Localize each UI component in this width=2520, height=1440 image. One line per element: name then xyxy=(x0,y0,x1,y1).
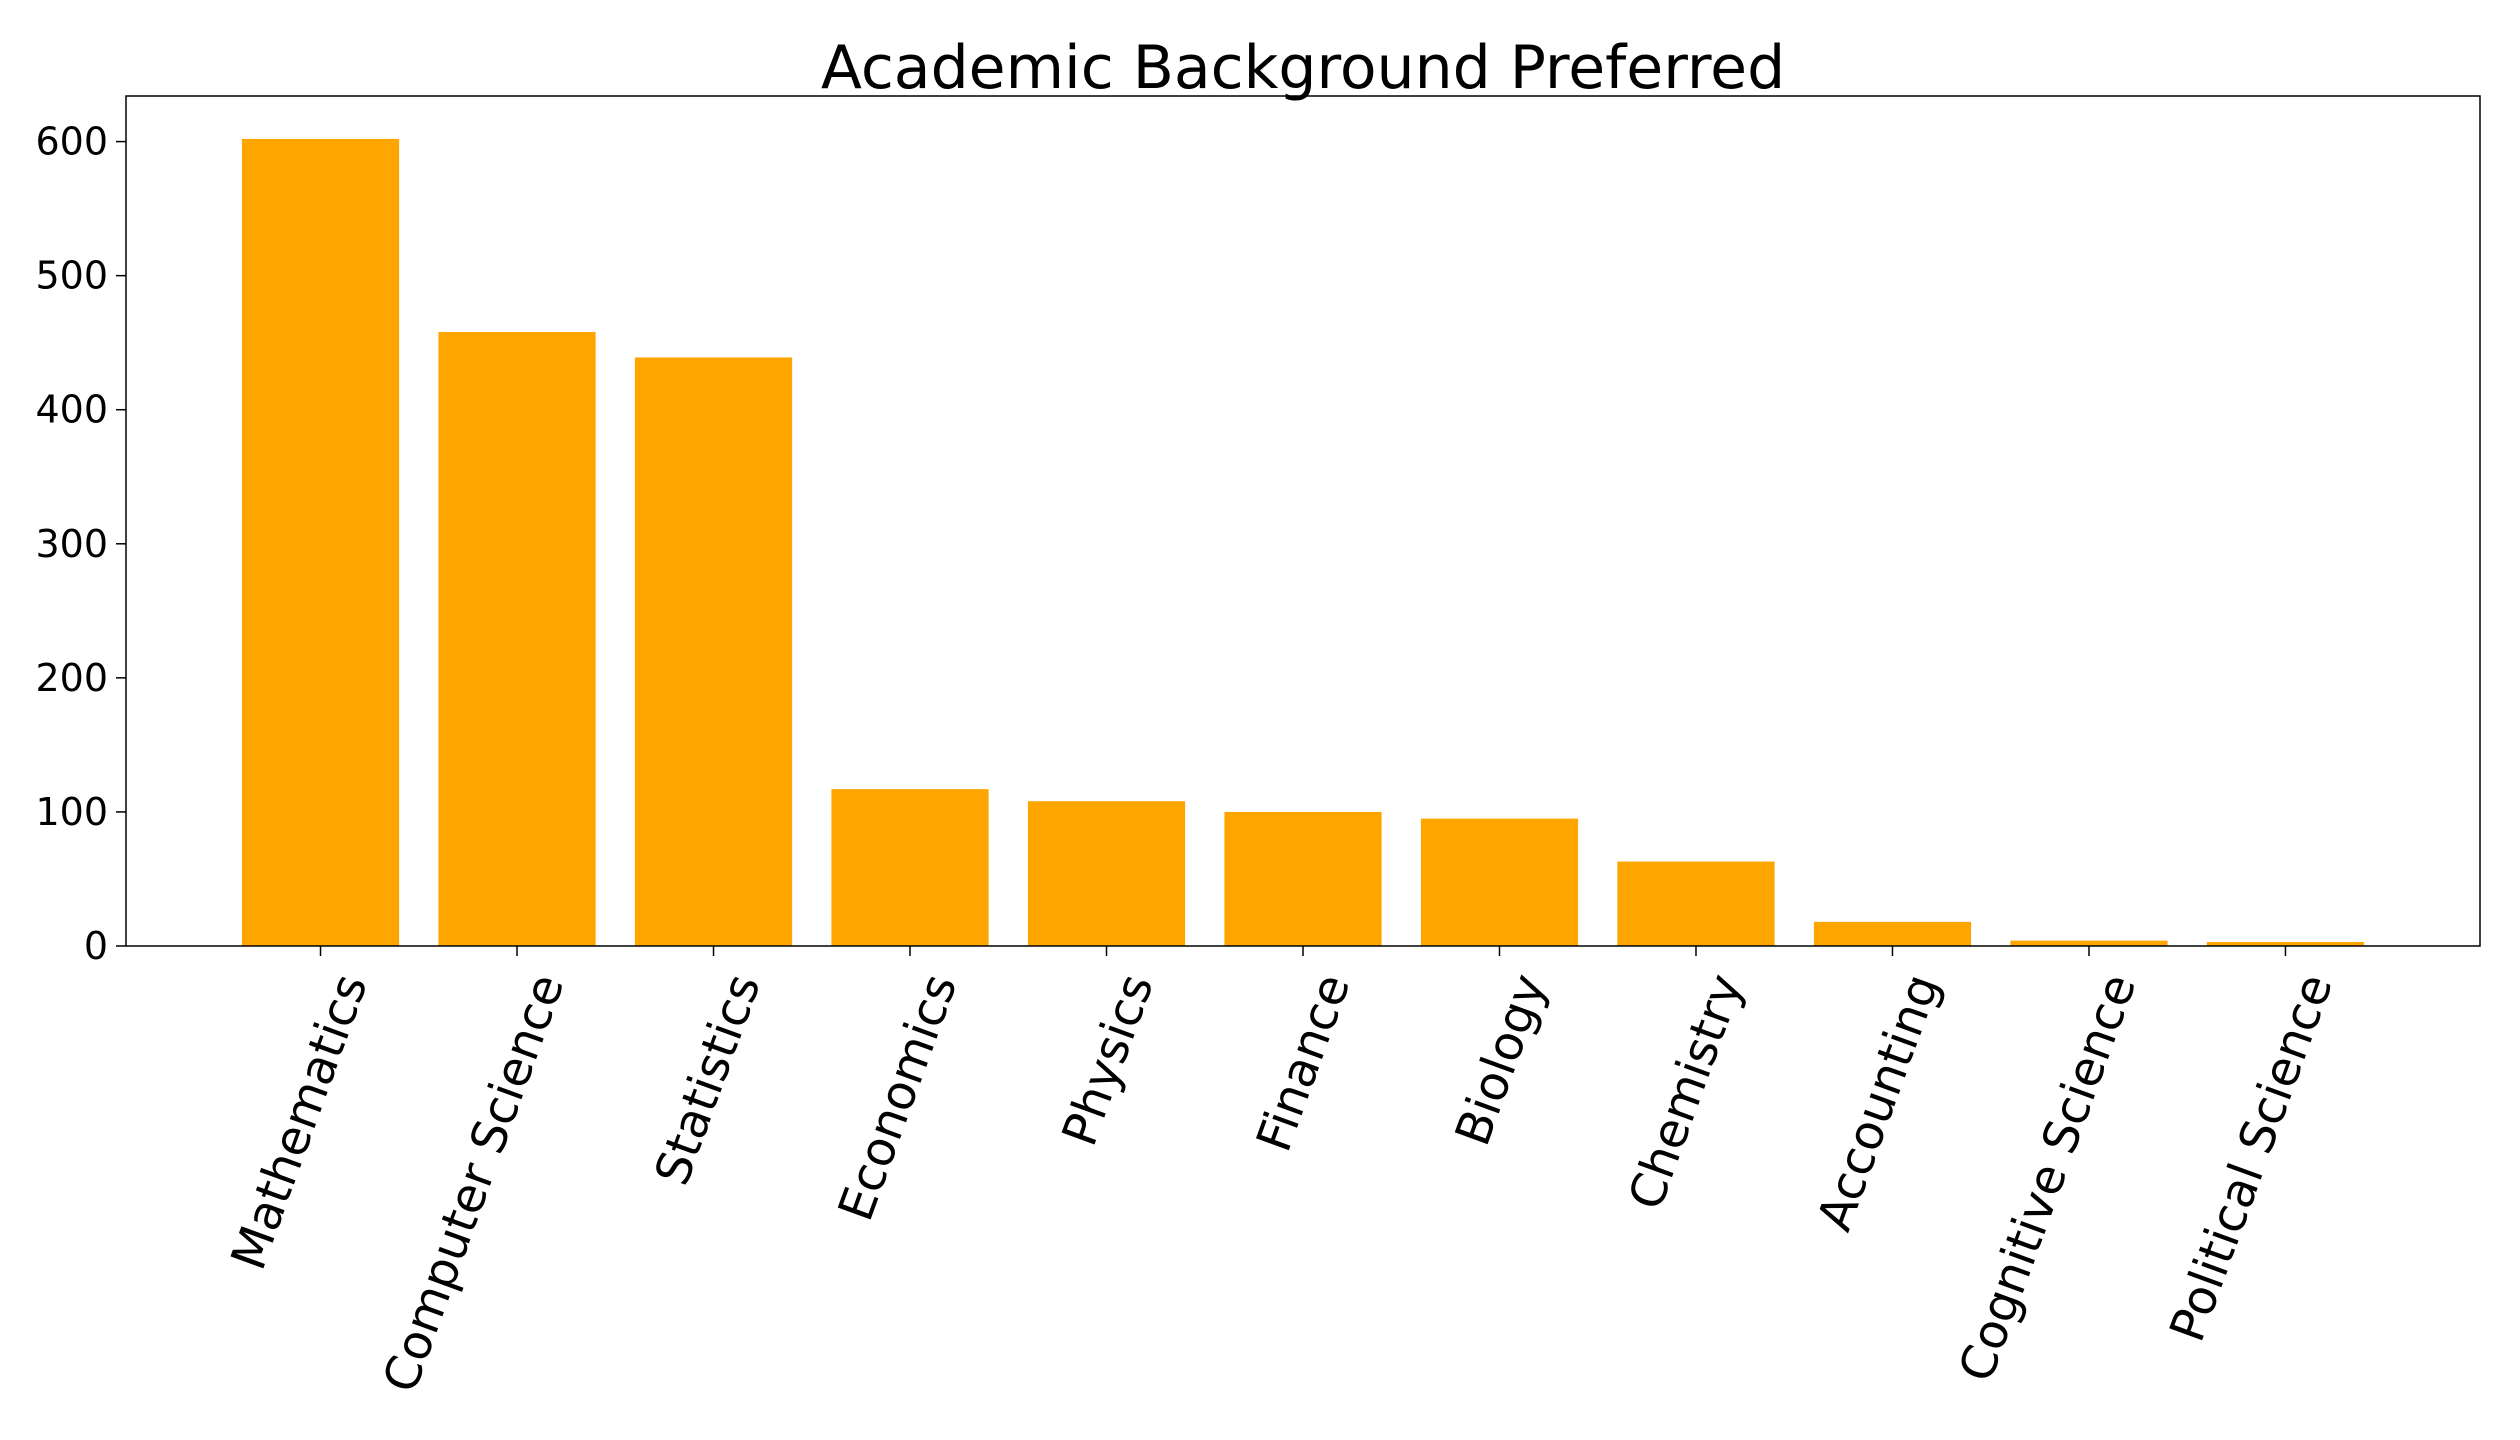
y-tick-label: 400 xyxy=(35,388,108,432)
x-tick-label: Political Science xyxy=(2159,967,2344,1349)
y-tick-label: 100 xyxy=(35,790,108,834)
chart-title: Academic Background Preferred xyxy=(821,33,1785,103)
bar-mathematics xyxy=(241,138,400,946)
bar-chemistry xyxy=(1617,861,1775,946)
bar-accounting xyxy=(1813,921,1972,946)
x-tick-label: Statistics xyxy=(644,967,772,1192)
y-tick-label: 200 xyxy=(35,656,108,700)
x-tick-label: Chemistry xyxy=(1618,967,1755,1217)
bars-layer xyxy=(241,138,2365,947)
x-tick-label: Biology xyxy=(1445,967,1558,1153)
y-tick-label: 500 xyxy=(35,254,108,298)
bar-statistics xyxy=(634,357,793,947)
x-tick-label: Economics xyxy=(828,967,969,1228)
bar-computer-science xyxy=(438,331,596,946)
bar-political-science xyxy=(2206,941,2365,946)
y-tick-label: 600 xyxy=(35,120,108,164)
x-tick-label: Mathematics xyxy=(220,967,378,1277)
y-axis: 0 100 200 300 400 500 600 xyxy=(35,120,126,968)
bar-physics xyxy=(1027,801,1186,946)
bar-biology xyxy=(1420,818,1579,946)
bar-finance xyxy=(1224,811,1382,946)
x-tick-label: Accounting xyxy=(1807,967,1951,1238)
x-tick-label: Cognitive Science xyxy=(1948,967,2147,1389)
bar-cognitive-science xyxy=(2010,940,2168,946)
x-tick-label: Computer Science xyxy=(372,967,575,1400)
x-tick-label: Physics xyxy=(1052,967,1165,1153)
bar-economics xyxy=(831,789,989,946)
y-tick-label: 0 xyxy=(84,924,108,968)
x-tick-label: Finance xyxy=(1246,967,1361,1159)
plot-frame xyxy=(125,95,2481,947)
y-tick-label: 300 xyxy=(35,522,108,566)
